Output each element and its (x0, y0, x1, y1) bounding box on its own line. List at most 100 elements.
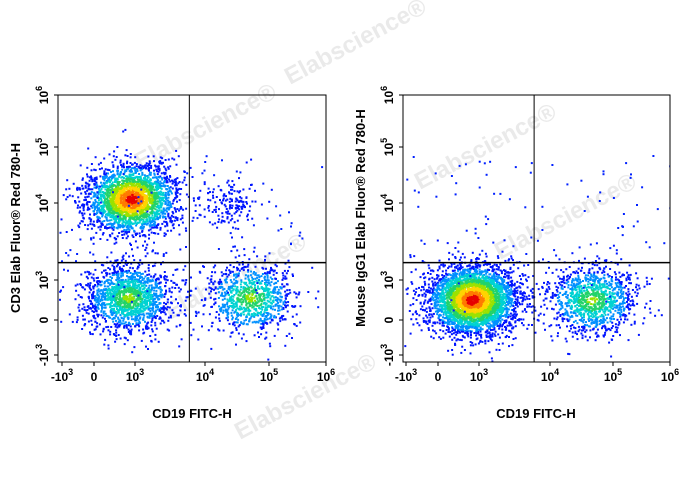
event-dot (122, 313, 125, 316)
event-dot (136, 168, 139, 171)
event-dot (129, 173, 132, 176)
event-dot (79, 283, 82, 285)
event-dot (163, 209, 166, 212)
event-dot (142, 305, 144, 308)
event-dot (267, 281, 270, 284)
event-dot (133, 289, 136, 292)
event-dot (109, 330, 112, 333)
event-dot (65, 188, 68, 191)
event-dot (138, 194, 141, 197)
event-dot (92, 236, 95, 239)
event-dot (85, 284, 88, 287)
event-dot (106, 278, 109, 281)
event-dot (97, 307, 100, 310)
event-dot (138, 232, 141, 235)
event-dot (143, 166, 146, 169)
event-dot (119, 217, 122, 220)
event-dot (272, 301, 275, 304)
event-dot (80, 204, 83, 207)
event-dot (143, 293, 146, 296)
event-dot (144, 207, 147, 210)
event-dot (151, 317, 154, 320)
event-dot (167, 158, 170, 161)
event-dot (139, 213, 142, 216)
event-dot (118, 207, 121, 210)
event-dot (227, 287, 230, 290)
event-dot (221, 294, 224, 297)
event-dot (225, 292, 228, 295)
event-dot (141, 222, 144, 225)
event-dot (248, 258, 251, 261)
event-dot (117, 201, 120, 204)
event-dot (174, 208, 177, 211)
event-dot (252, 272, 255, 275)
event-dot (163, 277, 166, 280)
event-dot (106, 272, 109, 275)
event-dot (165, 281, 167, 284)
event-dot (242, 300, 245, 303)
event-dot (133, 307, 136, 310)
event-dot (86, 277, 89, 280)
event-dot (254, 301, 257, 304)
event-dot (123, 188, 126, 191)
event-dot (221, 298, 224, 301)
event-dot (96, 291, 99, 294)
event-dot (123, 216, 126, 219)
event-dot (109, 282, 112, 285)
event-dot (99, 281, 102, 283)
event-dot (155, 176, 158, 179)
event-dot (119, 203, 121, 206)
event-dot (264, 337, 267, 340)
event-dot (110, 193, 113, 196)
event-dot (257, 311, 259, 314)
event-dot (111, 318, 114, 321)
event-dot (151, 214, 154, 217)
event-dot (103, 298, 106, 301)
event-dot (128, 198, 131, 201)
event-dot (154, 198, 157, 201)
event-dot (96, 322, 99, 325)
event-dot (256, 276, 259, 279)
event-dot (107, 194, 110, 197)
event-dot (121, 280, 124, 283)
event-dot (218, 319, 221, 322)
event-dot (242, 299, 245, 302)
event-dot (59, 298, 61, 301)
event-dot (266, 272, 269, 275)
event-dot (142, 167, 145, 170)
event-dot (120, 322, 123, 325)
event-dot (110, 207, 113, 210)
event-dot (102, 312, 105, 314)
event-dot (154, 310, 157, 313)
event-dot (126, 220, 129, 223)
event-dot (261, 320, 264, 322)
event-dot (83, 203, 86, 206)
event-dot (114, 300, 116, 303)
event-dot (171, 187, 174, 190)
event-dot (96, 221, 99, 223)
event-dot (259, 298, 262, 301)
event-dot (260, 275, 263, 278)
event-dot (111, 211, 114, 214)
event-dot (150, 216, 153, 219)
event-dot (97, 288, 100, 291)
event-dot (276, 297, 279, 300)
event-dot (171, 182, 174, 185)
event-dot (123, 185, 126, 188)
event-dot (246, 265, 249, 268)
event-dot (136, 309, 139, 312)
event-dot (112, 155, 115, 158)
event-dot (138, 280, 141, 283)
event-dot (155, 195, 158, 198)
event-dot (223, 297, 226, 300)
event-dot (134, 197, 137, 200)
event-dot (115, 198, 118, 201)
event-dot (118, 181, 121, 183)
event-dot (130, 293, 133, 296)
event-dot (135, 208, 138, 211)
event-dot (109, 296, 112, 299)
event-dot (120, 312, 123, 315)
event-dot (147, 286, 150, 289)
event-dot (238, 263, 241, 266)
event-dot (147, 269, 150, 272)
